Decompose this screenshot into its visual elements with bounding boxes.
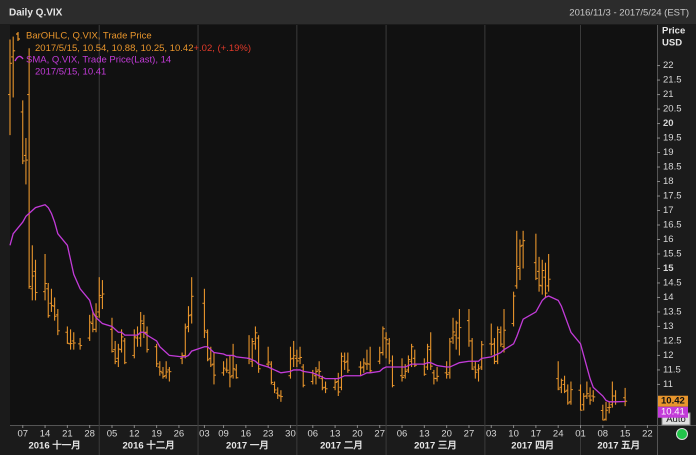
x-tick-label: 06 bbox=[307, 429, 318, 440]
y-tick-label: 17 bbox=[663, 205, 674, 216]
x-tick-label: 27 bbox=[464, 429, 475, 440]
x-tick-label: 05 bbox=[107, 429, 118, 440]
x-tick-label: 03 bbox=[199, 429, 210, 440]
x-tick-label: 01 bbox=[575, 429, 586, 440]
y-tick-label: 18.5 bbox=[663, 162, 682, 173]
y-tick-label: 20.5 bbox=[663, 104, 682, 115]
plot-area bbox=[10, 25, 657, 425]
x-tick-label: 07 bbox=[17, 429, 28, 440]
x-group-label: 2016 十一月 bbox=[28, 440, 80, 452]
x-tick-label: 24 bbox=[553, 429, 564, 440]
date-range: 2016/11/3 - 2017/5/24 (EST) bbox=[569, 8, 689, 19]
x-tick-label: 28 bbox=[84, 429, 95, 440]
y-tick-label: 16 bbox=[663, 234, 674, 245]
x-tick-label: 19 bbox=[151, 429, 162, 440]
y-tick-label: 22 bbox=[663, 60, 674, 71]
x-tick-label: 26 bbox=[174, 429, 185, 440]
y-tick-label: 12.5 bbox=[663, 335, 682, 346]
month-separators bbox=[98, 25, 582, 455]
last-price-label: 10.42 bbox=[661, 396, 685, 407]
x-tick-label: 27 bbox=[374, 429, 385, 440]
x-tick-label: 20 bbox=[352, 429, 363, 440]
x-tick-label: 20 bbox=[441, 429, 452, 440]
x-tick-label: 12 bbox=[129, 429, 140, 440]
y-tick-label: 19.5 bbox=[663, 133, 682, 144]
x-tick-label: 09 bbox=[218, 429, 229, 440]
legend-label: SMA, Q.VIX, Trade Price(Last), 14 bbox=[26, 55, 171, 66]
legend-ohlc-icon bbox=[16, 32, 20, 41]
y-tick-label: 15 bbox=[663, 263, 674, 274]
legend-detail: 2017/5/15, 10.54, 10.88, 10.25, 10.42+.0… bbox=[35, 43, 251, 54]
y-tick-label: 21 bbox=[663, 89, 674, 100]
y-tick-label: 15.5 bbox=[663, 249, 682, 260]
x-tick-label: 15 bbox=[620, 429, 631, 440]
x-tick-label: 21 bbox=[62, 429, 73, 440]
legend-change: +.02, (+.19%) bbox=[193, 43, 251, 54]
y-tick-label: 14.5 bbox=[663, 277, 682, 288]
x-tick-label: 03 bbox=[486, 429, 497, 440]
x-group-label: 2017 一月 bbox=[226, 441, 269, 452]
sma-line bbox=[9, 203, 626, 403]
header-bar bbox=[0, 0, 696, 24]
y-tick-label: 12 bbox=[663, 350, 674, 361]
x-group-label: 2017 五月 bbox=[597, 441, 640, 452]
y-tick-label: 11 bbox=[663, 379, 673, 390]
y-axis-unit: USD bbox=[662, 38, 682, 49]
y-tick-label: 20 bbox=[663, 118, 674, 129]
x-group-label: 2017 四月 bbox=[511, 441, 554, 452]
auto-button-label[interactable]: Auto bbox=[666, 414, 686, 425]
last-price-tag bbox=[658, 395, 688, 407]
x-tick-label: 22 bbox=[642, 429, 653, 440]
x-tick-label: 08 bbox=[598, 429, 609, 440]
x-group-label: 2017 三月 bbox=[414, 441, 457, 452]
last-sma-label: 10.41 bbox=[661, 407, 685, 418]
y-tick-label: 14 bbox=[663, 292, 674, 303]
y-tick-label: 18 bbox=[663, 176, 674, 187]
y-axis-label: Price bbox=[662, 26, 685, 37]
ohlc-series bbox=[8, 36, 628, 421]
y-tick-label: 11.5 bbox=[663, 364, 681, 375]
legend-sma-icon bbox=[14, 55, 24, 62]
y-tick-label: 17.5 bbox=[663, 191, 682, 202]
legend-detail-values: 2017/5/15, 10.54, 10.88, 10.25, 10.42 bbox=[35, 43, 193, 54]
y-tick-label: 13.5 bbox=[663, 306, 682, 317]
x-tick-label: 16 bbox=[241, 429, 252, 440]
legend bbox=[14, 32, 24, 62]
legend-label: BarOHLC, Q.VIX, Trade Price bbox=[26, 31, 152, 42]
y-tick-label: 19 bbox=[663, 147, 674, 158]
x-tick-label: 06 bbox=[397, 429, 408, 440]
legend-detail: 2017/5/15, 10.41 bbox=[35, 67, 106, 78]
chart-title: Daily Q.VIX bbox=[9, 8, 63, 19]
x-tick-label: 13 bbox=[330, 429, 341, 440]
y-tick-label: 16.5 bbox=[663, 220, 682, 231]
x-tick-label: 23 bbox=[263, 429, 274, 440]
x-tick-label: 13 bbox=[419, 429, 430, 440]
x-group-label: 2016 十二月 bbox=[123, 440, 175, 452]
x-group-label: 2017 二月 bbox=[320, 441, 363, 452]
x-tick-label: 17 bbox=[531, 429, 542, 440]
x-tick-label: 10 bbox=[508, 429, 519, 440]
y-tick-label: 21.5 bbox=[663, 75, 682, 86]
y-tick-label: 13 bbox=[663, 321, 674, 332]
last-sma-tag bbox=[658, 406, 688, 418]
status-indicator[interactable] bbox=[676, 428, 688, 440]
x-tick-label: 14 bbox=[40, 429, 51, 440]
x-tick-label: 30 bbox=[285, 429, 296, 440]
